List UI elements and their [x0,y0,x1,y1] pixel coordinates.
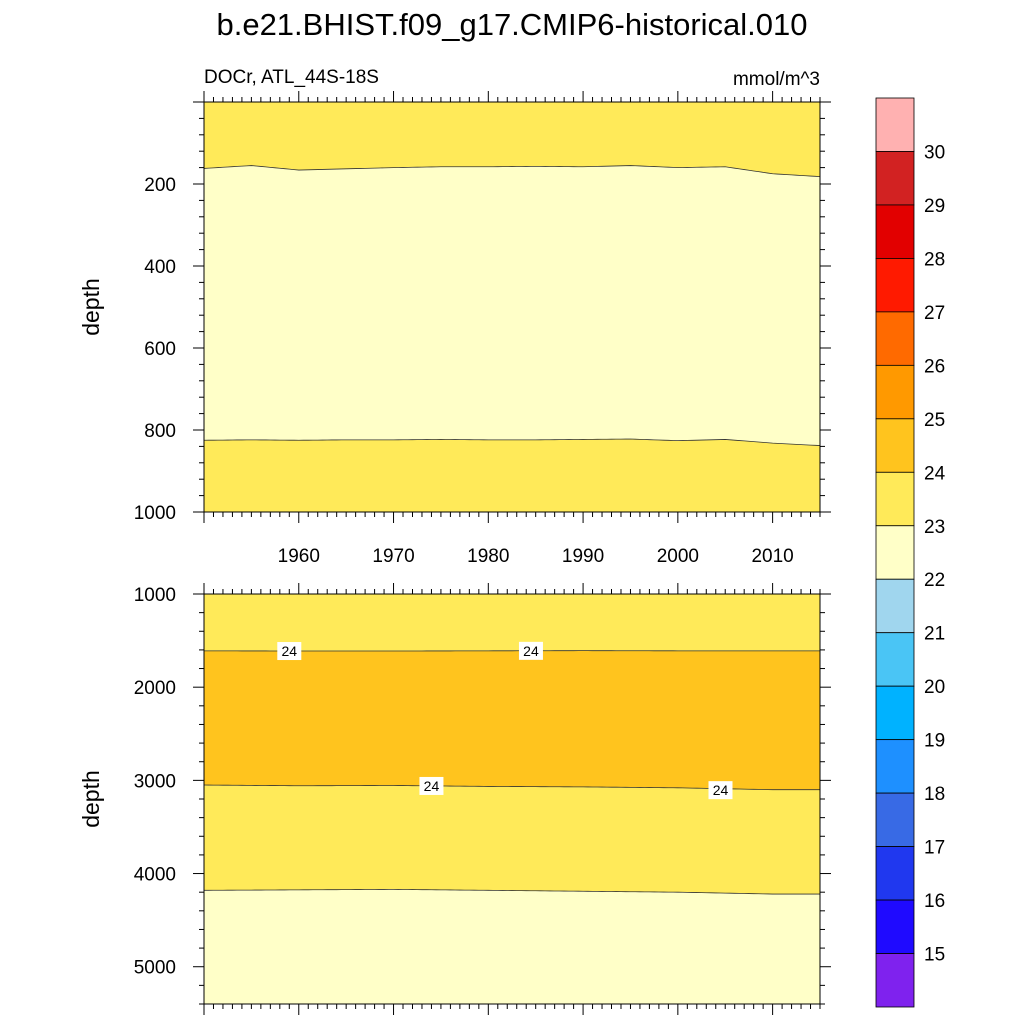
bottom-contour-label-bg-3 [708,781,733,800]
colorbar-label-28: 28 [924,249,945,270]
figure-title: b.e21.BHIST.f09_g17.CMIP6-historical.010 [216,7,807,42]
top-band-23-24-0 [204,102,820,177]
colorbar-label-21: 21 [924,624,945,645]
bottom-ytick-label-3000: 3000 [134,771,176,792]
top-contour-line_23_upper [203,165,821,178]
colorbar-label-15: 15 [924,945,945,966]
top-band-22-23-1 [204,165,820,446]
colorbar-label-26: 26 [924,356,945,377]
lower-depth-panel: 24 24 24 24 1000 2000 3000 4000 5000 depth [78,583,831,1015]
bottom-ytick-label-1000: 1000 [134,585,176,606]
top-ytick-label-200: 200 [144,175,176,196]
top-ytick-label-800: 800 [144,421,176,442]
colorbar-box-10 [875,632,915,687]
colorbar-label-19: 19 [924,731,945,752]
bottom-contour-label-bg-0 [277,642,302,661]
colorbar-box-2 [875,204,915,259]
colorbar-box-0 [875,97,915,152]
top-xtick-label-2000: 2000 [657,546,699,567]
colorbar-label-27: 27 [924,303,945,324]
colorbar-box-7 [875,471,915,527]
colorbar-label-29: 29 [924,196,945,217]
colorbar-label-16: 16 [924,891,945,912]
bottom-band-23-24-2 [204,785,820,895]
colorbar-box-1 [875,151,915,206]
upper-depth-panel: 1960 1970 1980 1990 2000 2010 200 400 600 800 1000… [78,91,831,567]
colorbar-box-14 [875,846,915,901]
top-xtick-label-2010: 2010 [751,546,793,567]
colorbar-box-6 [875,418,915,473]
bottom-ytick-label-4000: 4000 [134,865,176,886]
top-ytick-label-400: 400 [144,257,176,278]
colorbar: 15 16 17 18 19 20 21 22 23 24 25 26 27 28 29 30 [875,97,946,1008]
bottom-ytick-label-5000: 5000 [134,958,176,979]
top-xtick-label-1990: 1990 [562,546,604,567]
colorbar-label-23: 23 [924,517,945,538]
colorbar-box-11 [875,685,915,741]
top-contour-line_23_lower [203,438,821,446]
colorbar-box-16 [875,953,915,1008]
colorbar-label-25: 25 [924,410,945,431]
colorbar-label-17: 17 [924,838,945,859]
panel-subtitle-left: DOCr, ATL_44S-18S [204,67,379,88]
bottom-band-22-23-3 [204,889,820,1004]
bottom-y-axis-label: depth [78,770,104,828]
colorbar-label-22: 22 [924,570,945,591]
top-xtick-label-1960: 1960 [278,546,320,567]
top-band-23-24-2 [204,439,820,512]
bottom-band-24-25-1 [204,650,820,790]
bottom-contour-label-2: 24 [424,778,440,794]
colorbar-label-24: 24 [924,463,946,484]
colorbar-box-12 [875,739,915,794]
bottom-contour-label-1: 24 [523,643,539,659]
top-ytick-label-600: 600 [144,339,176,360]
top-y-axis-label: depth [78,278,104,336]
colorbar-box-5 [875,364,915,420]
colorbar-label-30: 30 [924,142,945,163]
bottom-contour-label-bg-2 [419,776,444,795]
bottom-ytick-label-2000: 2000 [134,678,176,699]
colorbar-label-18: 18 [924,784,945,805]
top-xtick-label-1970: 1970 [372,546,414,567]
panel-subtitle-right: mmol/m^3 [733,69,820,90]
bottom-band-23-24-0 [204,594,820,652]
top-xtick-label-1980: 1980 [467,546,509,567]
top-ytick-label-1000: 1000 [134,503,176,524]
bottom-contour-label-3: 24 [713,782,729,798]
bottom-contour-label-0: 24 [282,643,298,659]
bottom-contour-line_23_deep [203,888,820,895]
top-frame [203,101,821,513]
colorbar-box-15 [875,899,915,954]
colorbar-box-13 [875,792,915,847]
bottom-contour-label-bg-1 [518,641,543,660]
colorbar-box-9 [875,578,915,634]
colorbar-label-20: 20 [924,677,945,698]
colorbar-box-4 [875,311,915,366]
colorbar-box-3 [875,258,915,313]
colorbar-box-8 [875,525,915,580]
